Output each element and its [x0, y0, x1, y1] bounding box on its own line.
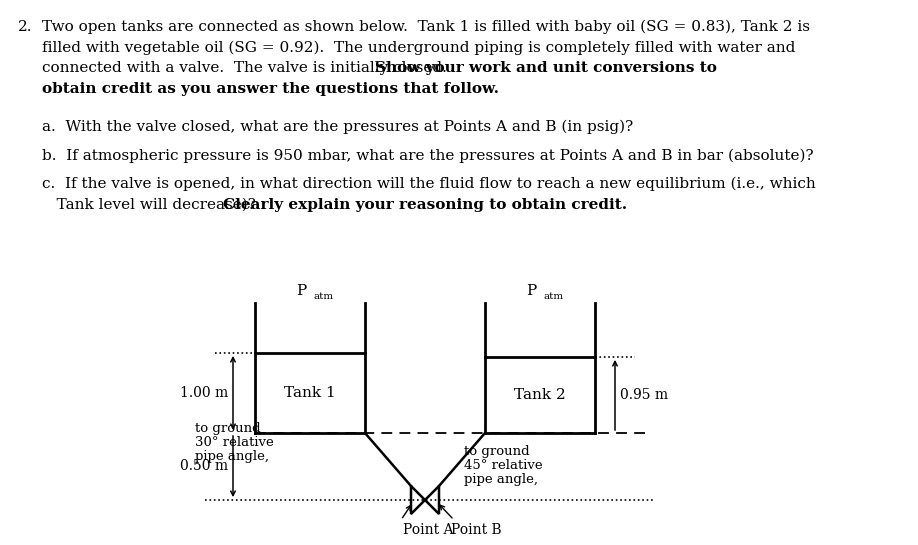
Text: 30° relative: 30° relative: [195, 436, 274, 449]
Text: Show your work and unit conversions to: Show your work and unit conversions to: [375, 61, 717, 75]
Polygon shape: [411, 486, 425, 514]
Text: 0.95 m: 0.95 m: [620, 388, 668, 402]
Text: Point A: Point A: [403, 523, 453, 537]
Text: b.  If atmospheric pressure is 950 mbar, what are the pressures at Points A and : b. If atmospheric pressure is 950 mbar, …: [42, 148, 813, 163]
Text: 1.00 m: 1.00 m: [180, 386, 228, 400]
Text: Two open tanks are connected as shown below.  Tank 1 is filled with baby oil (SG: Two open tanks are connected as shown be…: [42, 20, 810, 34]
Text: pipe angle,: pipe angle,: [464, 473, 538, 486]
Text: Tank 1: Tank 1: [285, 386, 336, 400]
Text: atm: atm: [314, 292, 334, 301]
Text: filled with vegetable oil (SG = 0.92).  The underground piping is completely fil: filled with vegetable oil (SG = 0.92). T…: [42, 40, 795, 55]
Text: 45° relative: 45° relative: [464, 459, 543, 472]
Text: to ground: to ground: [464, 445, 530, 458]
Text: P: P: [526, 284, 536, 298]
Text: Tank 2: Tank 2: [514, 388, 565, 402]
Text: Point B: Point B: [451, 523, 501, 537]
Text: connected with a valve.  The valve is initially closed.: connected with a valve. The valve is ini…: [42, 61, 456, 75]
Text: 0.50 m: 0.50 m: [180, 459, 228, 474]
Text: 2.: 2.: [18, 20, 32, 34]
Polygon shape: [425, 486, 439, 514]
Text: Tank level will decrease)?: Tank level will decrease)?: [42, 197, 265, 211]
Text: atm: atm: [544, 292, 565, 301]
Text: c.  If the valve is opened, in what direction will the fluid flow to reach a new: c. If the valve is opened, in what direc…: [42, 177, 816, 191]
Text: obtain credit as you answer the questions that follow.: obtain credit as you answer the question…: [42, 82, 499, 95]
Text: to ground: to ground: [195, 422, 261, 435]
Text: Clearly explain your reasoning to obtain credit.: Clearly explain your reasoning to obtain…: [223, 197, 628, 211]
Text: pipe angle,: pipe angle,: [195, 450, 269, 463]
Text: P: P: [296, 284, 306, 298]
Text: a.  With the valve closed, what are the pressures at Points A and B (in psig)?: a. With the valve closed, what are the p…: [42, 120, 633, 135]
